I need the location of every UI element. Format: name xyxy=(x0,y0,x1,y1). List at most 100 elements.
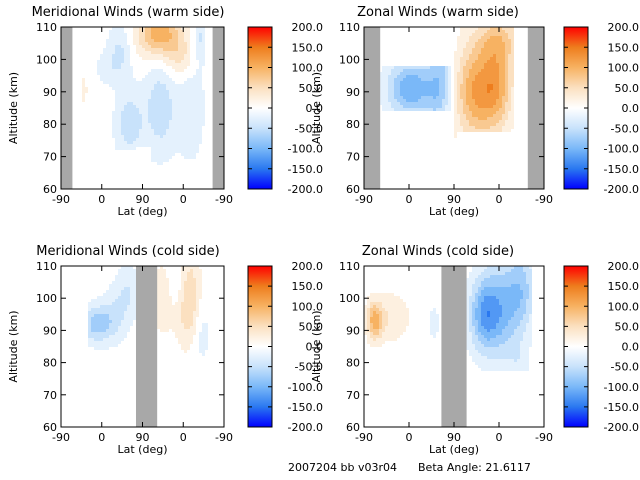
field-cell xyxy=(526,329,529,332)
field-cell xyxy=(394,332,397,335)
field-cell xyxy=(166,141,169,144)
field-cell xyxy=(523,344,526,347)
field-cell xyxy=(202,99,205,102)
field-cell xyxy=(163,141,166,144)
field-cell xyxy=(175,108,178,111)
field-cell xyxy=(460,57,463,60)
field-cell xyxy=(511,311,514,314)
field-cell xyxy=(505,341,508,344)
field-cell xyxy=(409,75,412,78)
field-cell xyxy=(202,27,205,30)
field-cell xyxy=(133,296,136,299)
field-cell xyxy=(181,126,184,129)
field-cell xyxy=(145,135,148,138)
field-cell xyxy=(145,90,148,93)
field-cell xyxy=(199,272,202,275)
field-cell xyxy=(388,326,391,329)
field-cell xyxy=(502,266,505,269)
field-cell xyxy=(145,48,148,51)
field-cell xyxy=(502,48,505,51)
field-cell xyxy=(196,36,199,39)
field-cell xyxy=(178,311,181,314)
field-cell xyxy=(472,120,475,123)
field-cell xyxy=(190,278,193,281)
field-cell xyxy=(370,320,373,323)
field-cell xyxy=(505,99,508,102)
field-cell xyxy=(514,314,517,317)
field-cell xyxy=(133,84,136,87)
field-cell xyxy=(466,284,469,287)
field-cell xyxy=(460,87,463,90)
field-cell xyxy=(508,84,511,87)
field-cell xyxy=(499,314,502,317)
field-cell xyxy=(391,99,394,102)
field-cell xyxy=(517,269,520,272)
field-cell xyxy=(118,132,121,135)
field-cell xyxy=(454,57,457,60)
field-cell xyxy=(481,284,484,287)
field-cell xyxy=(391,108,394,111)
field-cell xyxy=(481,314,484,317)
field-cell xyxy=(127,305,130,308)
field-cell xyxy=(160,33,163,36)
field-cell xyxy=(181,317,184,320)
field-cell xyxy=(112,81,115,84)
field-cell xyxy=(523,362,526,365)
field-cell xyxy=(403,87,406,90)
field-cell xyxy=(487,344,490,347)
field-cell xyxy=(391,320,394,323)
field-cell xyxy=(193,290,196,293)
field-cell xyxy=(127,81,130,84)
y-tick-label: 110 xyxy=(36,21,57,34)
field-cell xyxy=(529,341,532,344)
field-cell xyxy=(94,347,97,350)
field-cell xyxy=(193,269,196,272)
field-cell xyxy=(181,69,184,72)
field-cell xyxy=(454,51,457,54)
field-cell xyxy=(493,66,496,69)
field-cell xyxy=(151,102,154,105)
field-cell xyxy=(160,278,163,281)
field-cell xyxy=(508,272,511,275)
field-cell xyxy=(199,126,202,129)
field-cell xyxy=(502,111,505,114)
field-cell xyxy=(112,69,115,72)
field-cell xyxy=(181,299,184,302)
field-cell xyxy=(178,66,181,69)
field-cell xyxy=(475,326,478,329)
field-cell xyxy=(181,51,184,54)
field-cell xyxy=(115,126,118,129)
field-cell xyxy=(415,72,418,75)
field-cell xyxy=(379,299,382,302)
field-cell xyxy=(460,42,463,45)
field-cell xyxy=(145,78,148,81)
field-cell xyxy=(397,302,400,305)
field-cell xyxy=(382,99,385,102)
field-cell xyxy=(520,296,523,299)
field-cell xyxy=(391,314,394,317)
field-cell xyxy=(508,293,511,296)
field-cell xyxy=(475,30,478,33)
field-cell xyxy=(130,278,133,281)
field-cell xyxy=(487,365,490,368)
field-cell xyxy=(427,75,430,78)
field-cell xyxy=(181,36,184,39)
field-cell xyxy=(154,114,157,117)
field-cell xyxy=(142,138,145,141)
field-cell xyxy=(388,87,391,90)
y-axis-label: Altitude (km) xyxy=(310,310,323,382)
field-cell xyxy=(199,111,202,114)
field-cell xyxy=(157,156,160,159)
field-cell xyxy=(106,69,109,72)
field-cell xyxy=(472,290,475,293)
field-cell xyxy=(124,275,127,278)
field-cell xyxy=(391,329,394,332)
colorbar-tick-label: -100.0 xyxy=(604,143,639,156)
field-cell xyxy=(448,78,451,81)
field-cell xyxy=(490,72,493,75)
field-cell xyxy=(160,284,163,287)
field-cell xyxy=(121,120,124,123)
field-cell xyxy=(481,290,484,293)
field-cell xyxy=(202,108,205,111)
field-cell xyxy=(187,129,190,132)
